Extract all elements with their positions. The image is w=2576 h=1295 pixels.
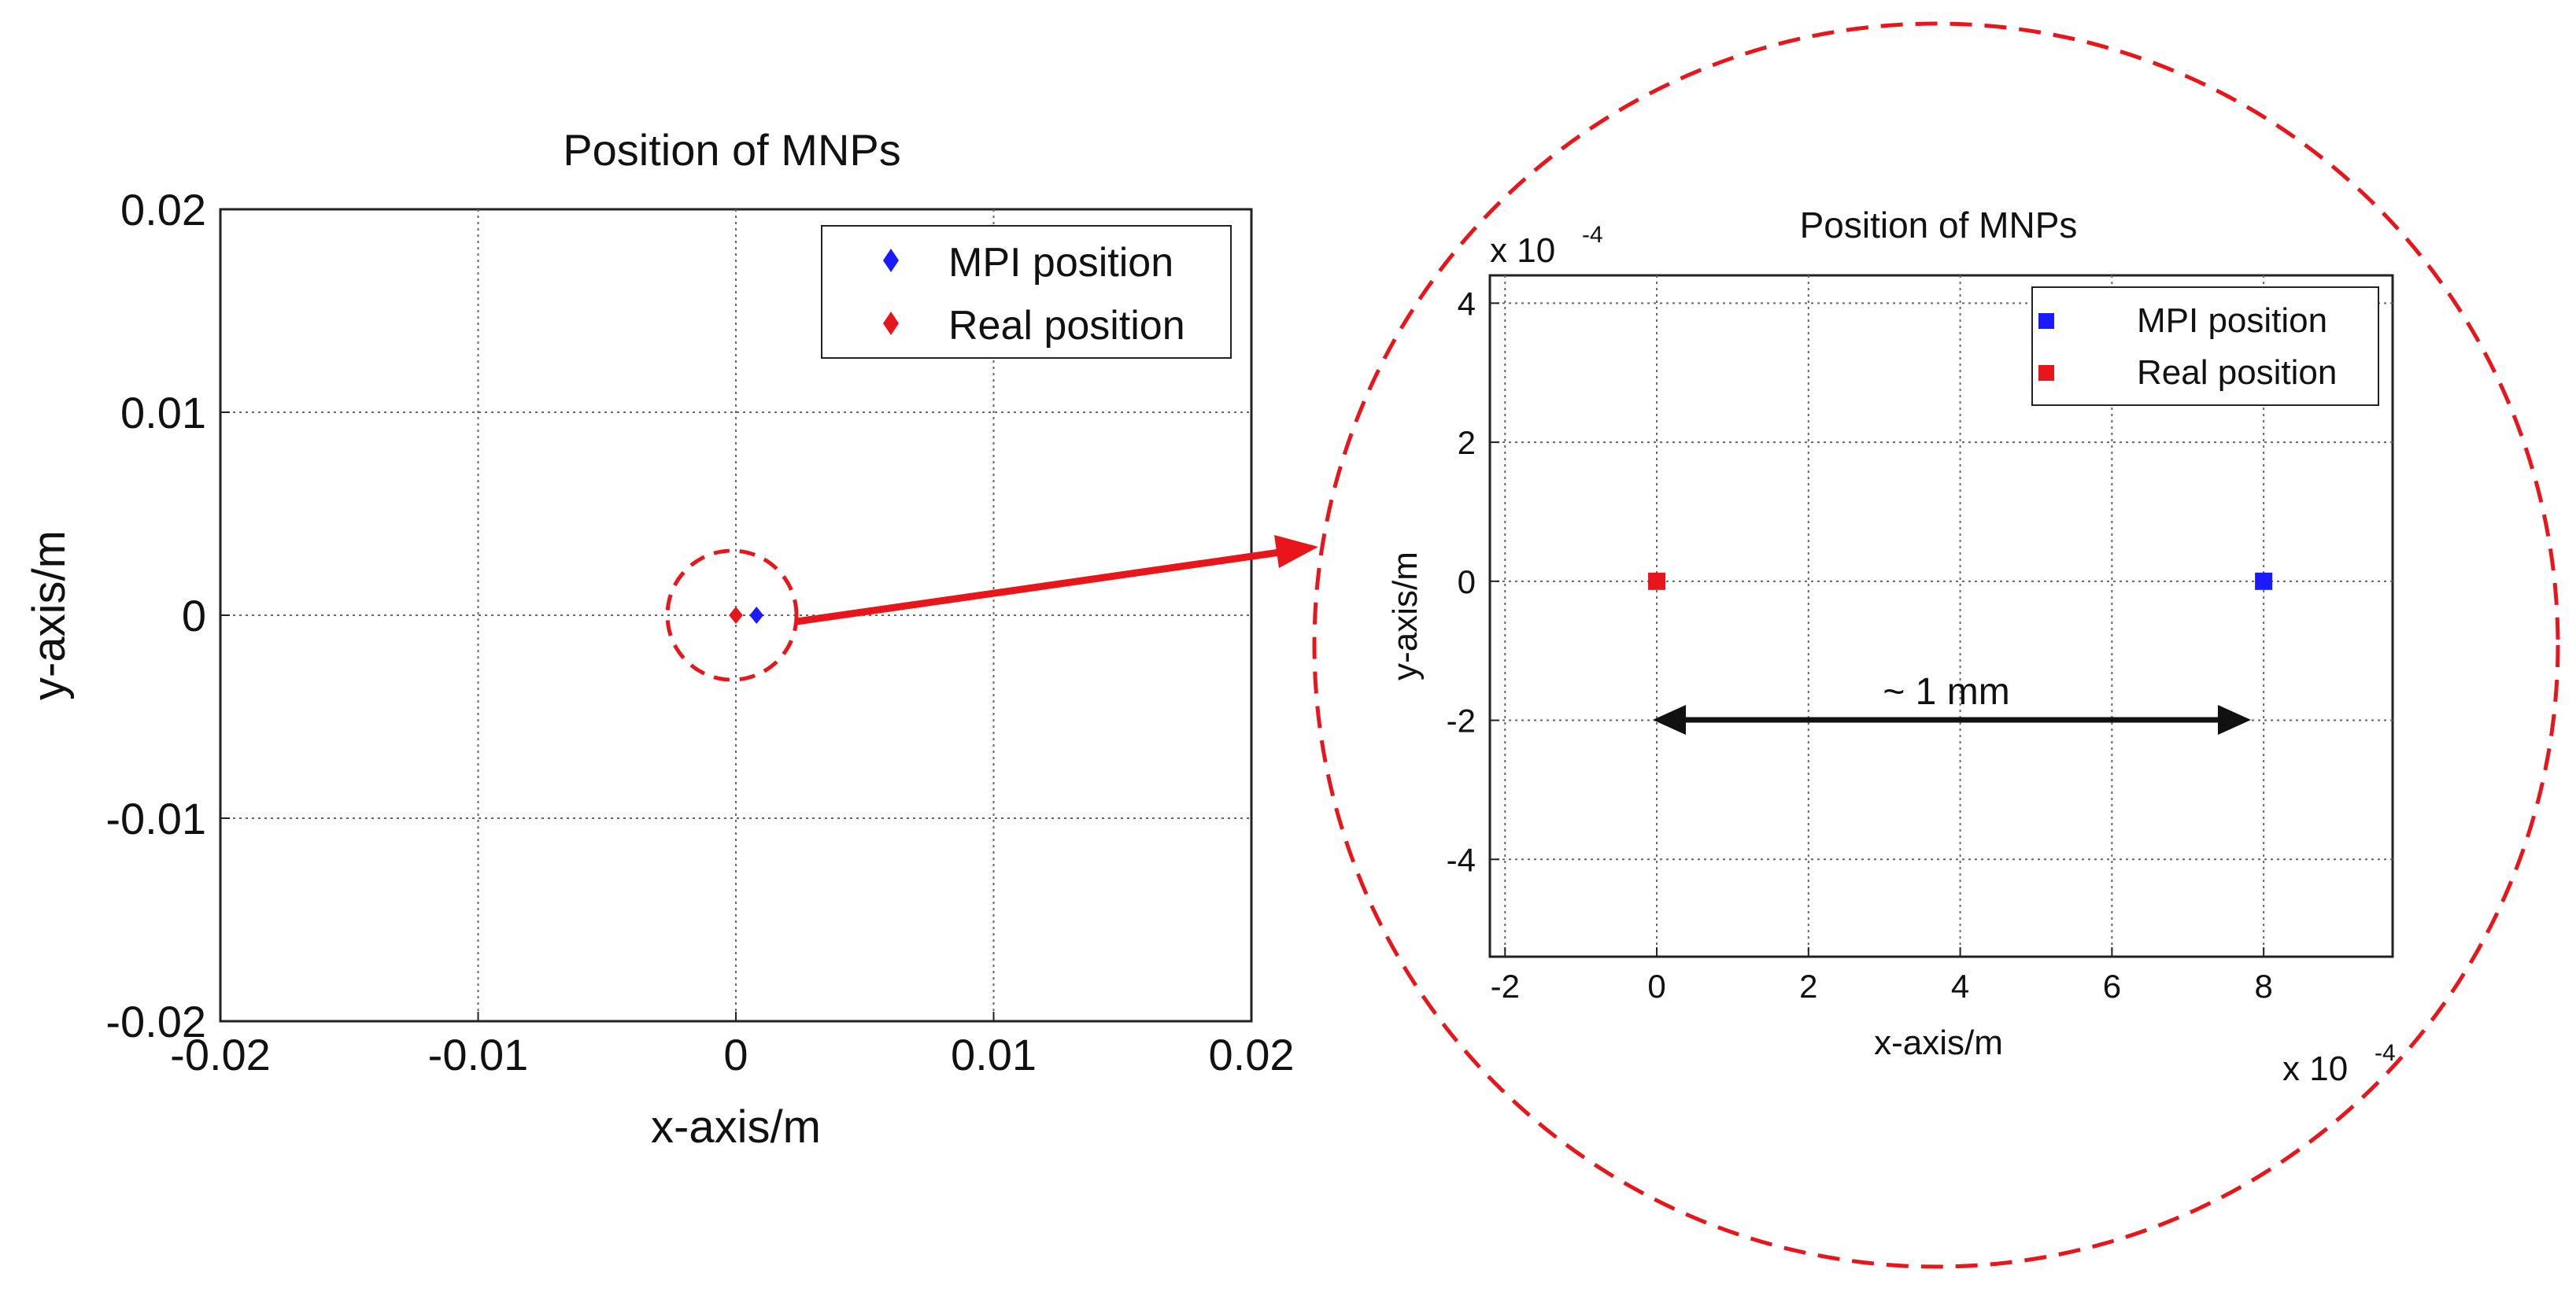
main-legend-box [821,225,1232,359]
main-legend-mpi-marker [883,249,899,272]
x-tick-label: -2 [1491,968,1520,1005]
zoom-x-ticks: -2 0 2 4 6 8 [1491,947,2273,1005]
real-position-point [1648,572,1666,590]
zoom-highlight-circle[interactable] [665,548,799,682]
x-tick-label: 2 [1799,968,1817,1005]
zoom-x-axis-label: x-axis/m [1874,1024,2003,1062]
zoom-legend-real-marker [2038,365,2054,381]
y-tick-label: 0.01 [120,388,206,437]
distance-arrow-right-head [2218,705,2251,735]
x-tick-label: -0.02 [170,1030,271,1079]
mpi-position-point [749,607,763,624]
zoom-legend-mpi-label: MPI position [2137,301,2327,340]
x-tick-label: 4 [1951,968,1969,1005]
y-tick-label: -4 [1447,841,1476,878]
zoom-x-scale-factor: x 10 -4 [2282,1040,2396,1088]
x-tick-label: 8 [2254,968,2272,1005]
zoom-data-points [1648,572,2273,590]
main-legend[interactable]: MPI position Real position [821,225,1232,359]
main-legend-real-marker [883,312,899,335]
y-tick-label: 4 [1458,285,1476,322]
x-tick-label: 0.01 [951,1030,1037,1079]
x-tick-label: 6 [2103,968,2121,1005]
connector-arrow-head [1274,535,1318,568]
main-x-ticks: -0.02 -0.01 0 0.01 0.02 [170,1012,1295,1079]
zoom-x-scale-exponent: -4 [2375,1040,2396,1066]
zoom-legend-real-label: Real position [2137,353,2337,392]
main-x-axis-label: x-axis/m [651,1101,821,1153]
main-data-points [729,607,763,624]
y-tick-label: 0 [182,591,206,640]
x-tick-label: 0.02 [1209,1030,1295,1079]
mpi-position-point [2255,572,2273,590]
y-tick-label: 2 [1458,424,1476,461]
zoom-chart-title: Position of MNPs [1800,205,2078,245]
zoom-x-scale-label: x 10 [2282,1050,2348,1088]
zoom-connector-arrow [796,535,1318,625]
connector-arrow-line [796,547,1292,625]
zoom-y-scale-label: x 10 [1490,231,1555,270]
distance-arrow-left-head [1653,705,1686,735]
zoom-y-scale-factor: x 10 -4 [1490,222,1603,270]
zoom-y-scale-exponent: -4 [1582,222,1603,248]
zoom-chart: Position of MNPs -2 0 2 4 6 8 -4 -2 0 2 4 x 10 -4… [1386,205,2396,1088]
x-tick-label: -0.01 [428,1030,529,1079]
zoom-y-axis-label: y-axis/m [1386,552,1425,681]
zoom-y-ticks: -4 -2 0 2 4 [1447,285,1499,878]
distance-annotation-label: ~ 1 mm [1883,671,2009,713]
main-y-axis-label: y-axis/m [24,530,75,700]
main-grid [220,209,1251,1021]
y-tick-label: -2 [1447,703,1476,740]
x-tick-label: 0 [1647,968,1665,1005]
zoom-legend[interactable]: MPI position Real position [2031,286,2379,406]
main-y-ticks: -0.02 -0.01 0 0.01 0.02 [105,185,230,1046]
main-legend-real-label: Real position [948,303,1185,349]
main-chart: Position of MNPs -0.02 -0.01 0 0.01 0.02 -0.… [24,125,1295,1153]
main-chart-title: Position of MNPs [563,125,901,175]
y-tick-label: 0 [1458,563,1476,600]
zoom-legend-box [2031,286,2379,406]
zoom-callout-circle [1312,21,2560,1269]
y-tick-label: -0.01 [105,794,206,843]
x-tick-label: 0 [723,1030,748,1079]
real-position-point [729,607,743,624]
distance-annotation: ~ 1 mm [1653,671,2251,735]
y-tick-label: 0.02 [120,185,206,234]
zoom-legend-mpi-marker [2038,313,2054,329]
main-legend-mpi-label: MPI position [948,240,1173,286]
y-tick-label: -0.02 [105,997,206,1046]
